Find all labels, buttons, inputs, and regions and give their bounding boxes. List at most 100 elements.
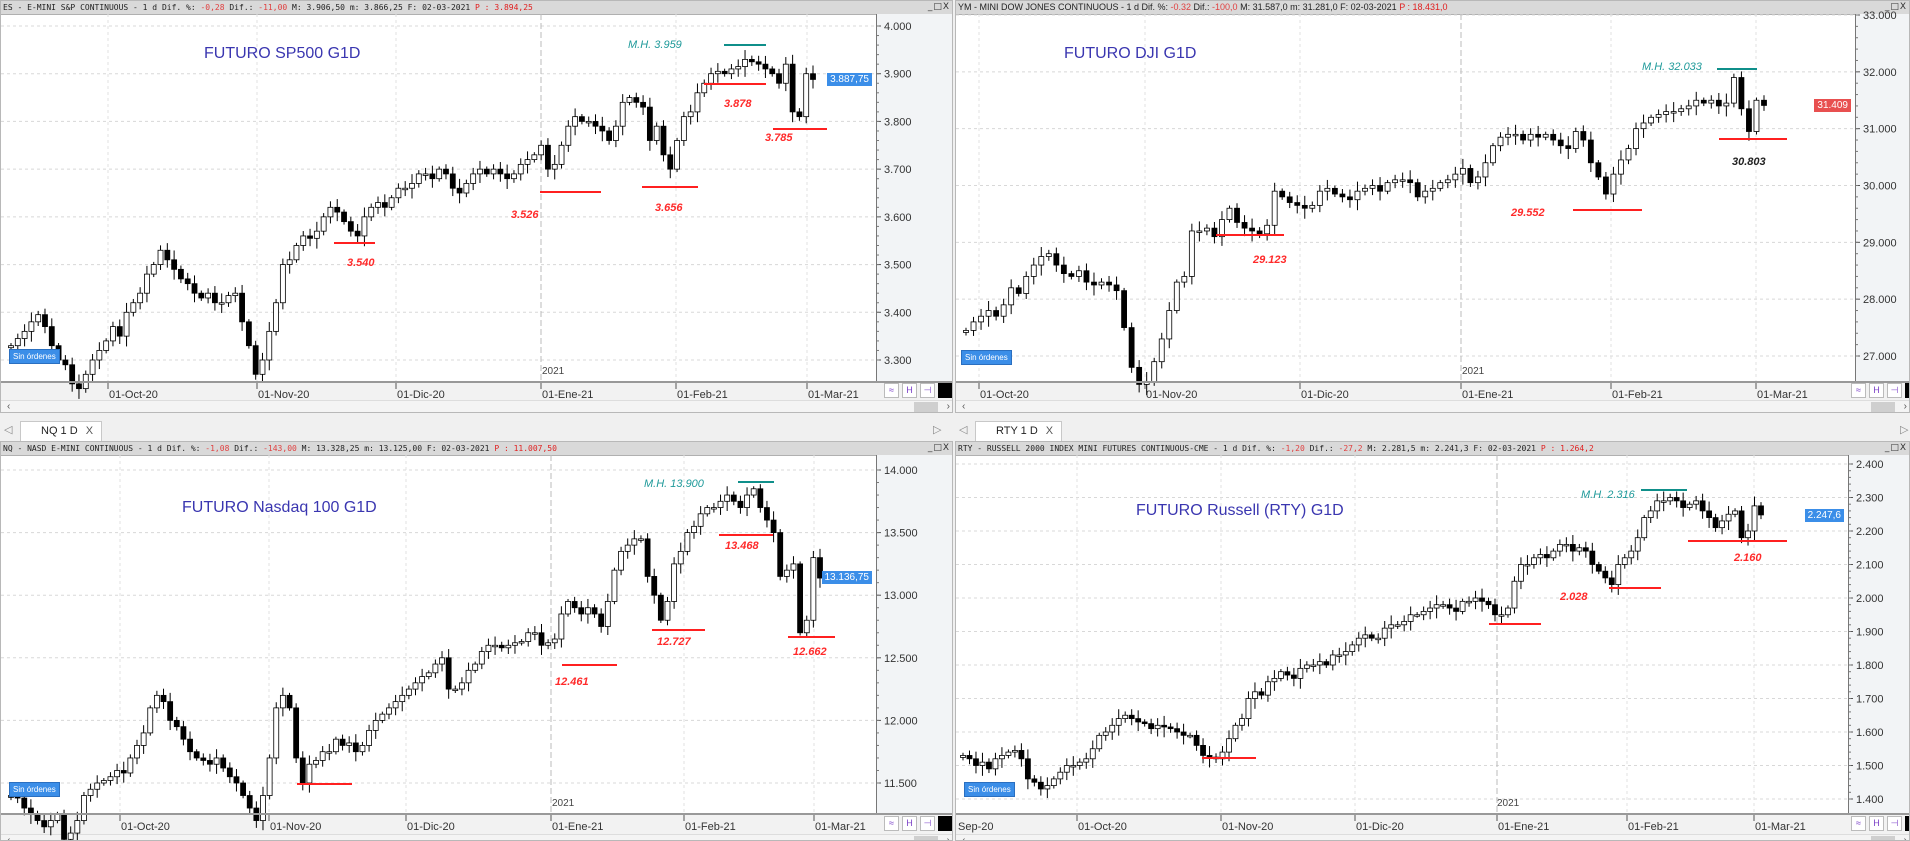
candle-body xyxy=(273,707,280,759)
scroll-thumb[interactable] xyxy=(1871,402,1895,412)
horizontal-scrollbar[interactable]: ‹ › xyxy=(956,400,1909,412)
x-tick-label: 01-Feb-21 xyxy=(677,389,728,401)
close-tab-icon[interactable]: X xyxy=(85,425,94,437)
max-high-line xyxy=(1717,68,1757,70)
candle xyxy=(524,151,531,174)
y-tick-label: 2.100 xyxy=(1856,560,1884,572)
candle xyxy=(565,598,571,617)
candle-body xyxy=(1433,604,1440,609)
candle xyxy=(35,310,42,326)
scroll-left-icon[interactable]: ‹ xyxy=(962,401,966,412)
candle-body xyxy=(1256,230,1263,235)
color-icon[interactable] xyxy=(938,383,952,398)
candle xyxy=(704,505,711,517)
candle-body xyxy=(1582,547,1589,552)
scroll-left-icon[interactable]: ‹ xyxy=(962,835,966,841)
price-axis[interactable] xyxy=(876,455,952,813)
save-icon[interactable]: H xyxy=(902,816,917,831)
candle-body xyxy=(1453,607,1459,612)
save-icon[interactable]: H xyxy=(1869,816,1884,831)
save-icon[interactable]: H xyxy=(1869,383,1884,398)
horizontal-scrollbar[interactable]: ‹ › xyxy=(956,834,1909,841)
color-icon[interactable] xyxy=(1905,816,1909,831)
candle-body xyxy=(770,519,777,534)
candle-body xyxy=(1745,530,1751,539)
candle xyxy=(157,245,164,270)
scroll-right-icon[interactable]: › xyxy=(1903,835,1907,841)
candle-body xyxy=(153,694,160,709)
symbol-info: RTY - RUSSELL 2000 INDEX MINI FUTURES CO… xyxy=(958,444,1281,453)
candle xyxy=(300,231,307,251)
support-label: 3.656 xyxy=(655,202,683,214)
price-axis[interactable] xyxy=(1855,14,1909,381)
scroll-left-icon[interactable]: ‹ xyxy=(7,835,11,841)
tab-scroll-right-icon[interactable]: ▷ xyxy=(1900,424,1909,436)
tab-scroll-right-icon[interactable]: ▷ xyxy=(933,424,942,436)
candle xyxy=(797,561,804,636)
candle-body xyxy=(992,758,999,770)
tab-scroll-left-icon[interactable]: ◁ xyxy=(959,424,968,436)
price-axis[interactable] xyxy=(876,14,952,381)
no-orders-badge[interactable]: Sin órdenes xyxy=(961,350,1012,365)
dif-value: -143,00 xyxy=(263,444,297,453)
tab-nq-1d[interactable]: NQ 1 D X xyxy=(20,421,103,441)
horizontal-scrollbar[interactable]: ‹ › xyxy=(1,400,952,412)
close-tab-icon[interactable]: X xyxy=(1045,425,1054,437)
chart-type-icon[interactable]: ≈ xyxy=(1851,383,1866,398)
no-orders-badge[interactable]: Sin órdenes xyxy=(9,349,60,364)
candle xyxy=(1158,332,1165,369)
save-icon[interactable]: H xyxy=(902,383,917,398)
candle-body xyxy=(624,544,631,552)
candle-body xyxy=(1161,724,1168,728)
color-icon[interactable] xyxy=(1905,383,1909,398)
candle-body xyxy=(558,144,565,165)
candle-body xyxy=(1024,758,1031,780)
chart-type-icon[interactable]: ≈ xyxy=(884,816,899,831)
scroll-thumb[interactable] xyxy=(914,402,938,412)
pin-icon[interactable]: ⊣ xyxy=(1887,383,1902,398)
scroll-right-icon[interactable]: › xyxy=(946,401,950,412)
candlestick-chart: 14.000 13.500 13.000 12.500 12.000 11.500 01-O… xyxy=(1,455,918,840)
scroll-right-icon[interactable]: › xyxy=(946,835,950,841)
scroll-right-icon[interactable]: › xyxy=(1903,401,1907,412)
scroll-thumb[interactable] xyxy=(914,836,938,840)
candle xyxy=(1467,164,1474,187)
window-buttons[interactable]: _□X xyxy=(927,2,950,12)
candle xyxy=(1422,185,1429,204)
candle-body xyxy=(524,159,531,165)
candle-body xyxy=(1258,691,1265,696)
candle xyxy=(1401,615,1408,632)
candle xyxy=(232,287,239,303)
x-tick-label: 01-Oct-20 xyxy=(1078,821,1127,833)
horizontal-scrollbar[interactable]: ‹ › xyxy=(1,834,952,841)
tab-scroll-left-icon[interactable]: ◁ xyxy=(4,424,13,436)
y-tick-label: 32.000 xyxy=(1863,67,1897,79)
no-orders-badge[interactable]: Sin órdenes xyxy=(9,782,60,797)
y-tick-label: 4.000 xyxy=(884,21,912,33)
candle xyxy=(1342,642,1349,666)
chart-type-icon[interactable]: ≈ xyxy=(884,383,899,398)
price-axis[interactable] xyxy=(1848,455,1909,813)
color-icon[interactable] xyxy=(938,816,952,831)
window-buttons[interactable]: _□X xyxy=(1884,2,1907,12)
no-orders-badge[interactable]: Sin órdenes xyxy=(964,782,1015,797)
tab-rty-1d[interactable]: RTY 1 D X xyxy=(975,421,1063,441)
scroll-thumb[interactable] xyxy=(1871,836,1895,840)
candle-body xyxy=(341,211,347,223)
pin-icon[interactable]: ⊣ xyxy=(920,383,935,398)
scroll-left-icon[interactable]: ‹ xyxy=(7,401,11,412)
candle xyxy=(1245,691,1252,727)
chart-type-icon[interactable]: ≈ xyxy=(1851,816,1866,831)
candle-body xyxy=(1284,671,1291,676)
candle xyxy=(1479,588,1485,612)
candle-body xyxy=(1497,136,1504,147)
candle-body xyxy=(392,701,399,709)
candle xyxy=(572,108,579,136)
x-tick-label: 01-Ene-21 xyxy=(542,389,593,401)
pin-icon[interactable]: ⊣ xyxy=(920,816,935,831)
window-buttons[interactable]: _□X xyxy=(927,443,950,453)
pin-icon[interactable]: ⊣ xyxy=(1887,816,1902,831)
candle-body xyxy=(191,283,198,294)
window-buttons[interactable]: _□X xyxy=(1884,443,1907,453)
candle-body xyxy=(8,345,14,349)
